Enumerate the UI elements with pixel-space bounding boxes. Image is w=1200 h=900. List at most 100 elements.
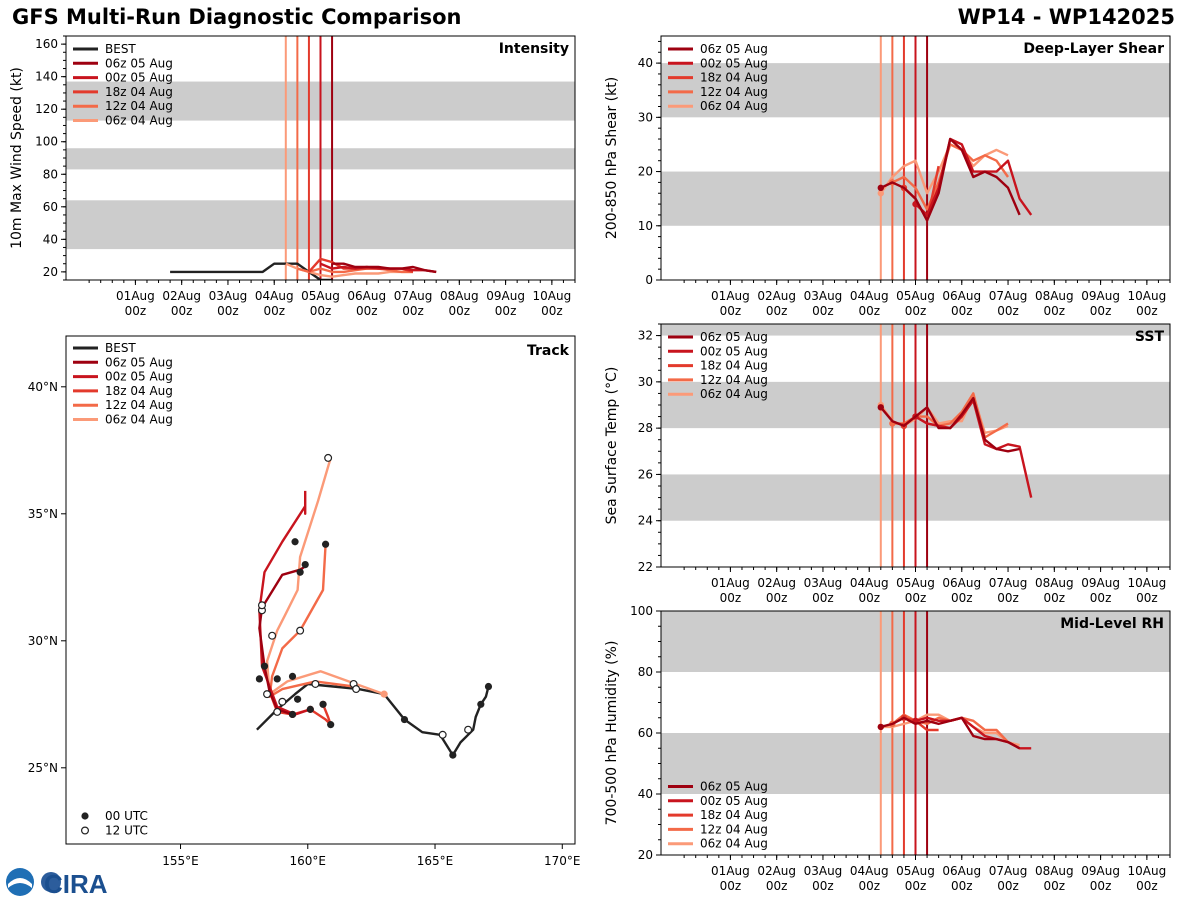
x-tick-label-day: 05Aug [896,576,935,590]
legend-label: 06z 04 Aug [105,413,173,427]
x-tick-label-hour: 00z [356,304,378,318]
legend-label: 00z 05 Aug [700,344,768,358]
x-tick-label-day: 08Aug [1035,289,1074,303]
marker-12utc [352,685,361,694]
x-tick-label-day: 01Aug [711,289,750,303]
x-tick-label-hour: 00z [951,304,973,318]
x-tick-label-hour: 00z [1136,591,1158,605]
marker-00utc [400,715,409,724]
x-tick-label-hour: 00z [997,304,1019,318]
track-start-point [380,690,388,698]
legend-label: 00z 05 Aug [700,56,768,70]
y-tick-label: 60 [43,200,58,214]
y-tick-label: 24 [638,514,653,528]
x-tick-label-day: 05Aug [896,289,935,303]
legend-label: 06z 05 Aug [105,355,173,369]
series-line-06z-04-Aug [879,143,1009,195]
marker-00utc [484,682,493,691]
x-tick-label-day: 04Aug [255,289,294,303]
x-tick-label-hour: 00z [1090,879,1112,893]
globe-icon [41,872,61,892]
track-line-06z-04-Aug [265,457,385,696]
panel-title: Mid-Level RH [1060,616,1164,632]
marker-12utc [464,725,473,734]
legend-label: 06z 04 Aug [700,837,768,851]
series-line-06z-05-Aug [879,396,1020,453]
marker-12utc [257,601,266,610]
y-axis-label: 700-500 hPa Humidity (%) [604,641,620,826]
legend-label: 18z 04 Aug [105,384,173,398]
track-line-12z-04-Aug [268,544,354,698]
marker-00utc [327,721,335,729]
x-tick-label-hour: 00z [766,879,788,893]
y-tick-label: 0 [645,273,653,287]
marker-12utc [278,697,287,706]
series-start-point [877,190,884,197]
marker-00utc [288,672,297,680]
x-tick-label-day: 06Aug [942,289,981,303]
y-tick-label: 40 [638,56,653,70]
legend-label: 06z 04 Aug [700,387,768,401]
panel-intensity: 2040608010012014016001Aug00z02Aug00z03Au… [9,35,576,318]
series-line-06z-05-Aug [880,137,1021,222]
legend-label: 18z 04 Aug [700,359,768,373]
plot-area [661,324,1170,567]
x-tick-label-day: 04Aug [850,864,889,878]
marker-legend-label: 12 UTC [105,824,148,838]
plot-area [66,36,575,280]
legend-label: 18z 04 Aug [700,808,768,822]
panel-shear: 01020304001Aug00z02Aug00z03Aug00z04Aug00… [604,35,1171,318]
marker-12utc [296,626,305,635]
x-tick-label-hour: 00z [951,591,973,605]
legend-label: 00z 05 Aug [700,794,768,808]
x-tick-label-day: 08Aug [1035,576,1074,590]
legend-label: 18z 04 Aug [105,85,173,99]
x-tick-label-hour: 00z [125,304,147,318]
x-tick-label-hour: 00z [720,591,742,605]
marker-00utc [291,538,299,546]
x-tick-label-day: 09Aug [1081,289,1120,303]
marker-00utc [255,675,264,683]
legend-label: 06z 04 Aug [700,99,768,113]
x-tick-label: 155°E [162,854,199,868]
x-tick-label-hour: 00z [812,304,834,318]
plot-background [66,336,575,844]
x-tick-label-hour: 00z [1044,304,1066,318]
x-tick-label-hour: 00z [858,304,880,318]
y-tick-label: 100 [630,604,653,618]
legend-label: 06z 05 Aug [700,780,768,794]
marker-12utc [324,453,333,462]
legend-label: 06z 05 Aug [700,42,768,56]
x-tick-label-day: 03Aug [804,576,843,590]
plot-area [661,611,1170,855]
panel-title: Intensity [499,41,569,57]
x-tick-label-day: 02Aug [757,864,796,878]
x-tick-label-day: 03Aug [804,864,843,878]
x-tick-label-hour: 00z [905,304,927,318]
x-tick-label-hour: 00z [263,304,285,318]
marker-12utc [273,707,282,716]
track-line-BEST [256,682,490,757]
y-tick-label: 32 [638,329,653,343]
x-tick-label-day: 10Aug [533,289,572,303]
series-line-18z-04-Aug [903,716,939,732]
series-line-06z-05-Aug [332,262,437,274]
y-axis-label: Sea Surface Temp (°C) [604,367,620,525]
marker-00utc [296,568,304,576]
legend-label: 06z 05 Aug [105,56,173,70]
x-tick-label-day: 09Aug [1081,864,1120,878]
x-tick-label-day: 01Aug [116,289,155,303]
x-tick-label-day: 06Aug [347,289,386,303]
x-tick-label-hour: 00z [1136,879,1158,893]
x-tick-label-hour: 00z [1044,591,1066,605]
x-tick-label-day: 07Aug [989,864,1028,878]
legend-label: 00z 05 Aug [105,71,173,85]
x-tick-label-hour: 00z [812,591,834,605]
y-tick-label: 26 [638,467,653,481]
x-tick-label-hour: 00z [217,304,239,318]
x-tick-label-hour: 00z [720,879,742,893]
y-tick-label: 25°N [28,761,58,775]
marker-legend-12utc [80,826,89,835]
x-tick-label-day: 02Aug [757,289,796,303]
